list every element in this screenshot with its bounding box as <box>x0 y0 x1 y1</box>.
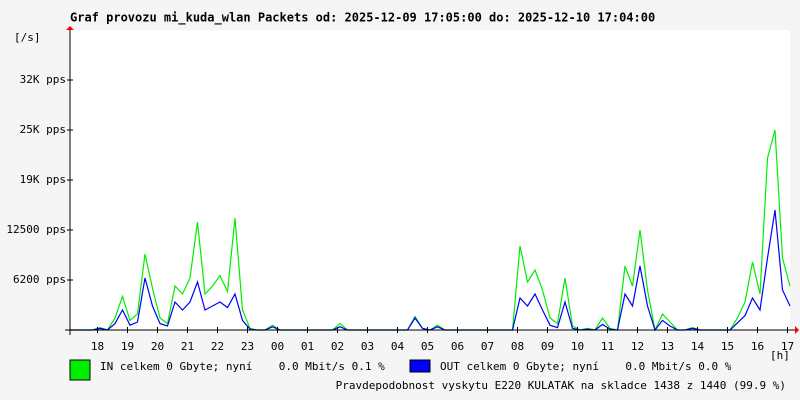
y-arrow <box>66 26 74 30</box>
x-tick-label: 11 <box>601 340 614 353</box>
x-unit: [h] <box>770 349 790 362</box>
x-tick-label: 13 <box>661 340 674 353</box>
x-tick-label: 22 <box>211 340 224 353</box>
footer: Pravdepodobnost vyskytu E220 KULATAK na … <box>336 379 786 392</box>
x-tick-label: 01 <box>301 340 314 353</box>
y-tick-label: 19K pps <box>20 173 66 186</box>
x-tick-label: 23 <box>241 340 254 353</box>
legend-swatch <box>409 359 431 373</box>
x-tick-label: 04 <box>391 340 405 353</box>
x-tick-label: 07 <box>481 340 494 353</box>
x-tick-label: 03 <box>361 340 374 353</box>
x-tick-label: 09 <box>541 340 554 353</box>
y-tick-label: 6200 pps <box>13 273 66 286</box>
x-tick-label: 00 <box>271 340 284 353</box>
legend-label: OUT celkem 0 Gbyte; nyní 0.0 Mbit/s 0.0 … <box>440 360 732 373</box>
x-tick-label: 21 <box>181 340 194 353</box>
x-tick-label: 19 <box>121 340 134 353</box>
x-tick-label: 15 <box>721 340 734 353</box>
y-tick-label: 32K pps <box>20 73 66 86</box>
y-tick-label: 12500 pps <box>6 223 66 236</box>
chart-title: Graf provozu mi_kuda_wlan Packets od: 20… <box>70 11 655 26</box>
x-tick-label: 16 <box>751 340 764 353</box>
x-tick-label: 20 <box>151 340 164 353</box>
x-tick-label: 02 <box>331 340 344 353</box>
x-tick-label: 10 <box>571 340 584 353</box>
x-tick-label: 08 <box>511 340 524 353</box>
x-tick-label: 06 <box>451 340 464 353</box>
x-tick-label: 18 <box>91 340 104 353</box>
x-tick-label: 14 <box>691 340 705 353</box>
x-tick-label: 05 <box>421 340 434 353</box>
x-arrow <box>795 326 799 334</box>
legend-label: IN celkem 0 Gbyte; nyní 0.0 Mbit/s 0.1 % <box>100 360 385 373</box>
x-tick-label: 17 <box>781 340 794 353</box>
legend-swatch <box>69 359 91 381</box>
y-unit: [/s] <box>14 31 41 44</box>
x-tick-label: 12 <box>631 340 644 353</box>
plot-area <box>70 30 790 330</box>
y-tick-label: 25K pps <box>20 123 66 136</box>
